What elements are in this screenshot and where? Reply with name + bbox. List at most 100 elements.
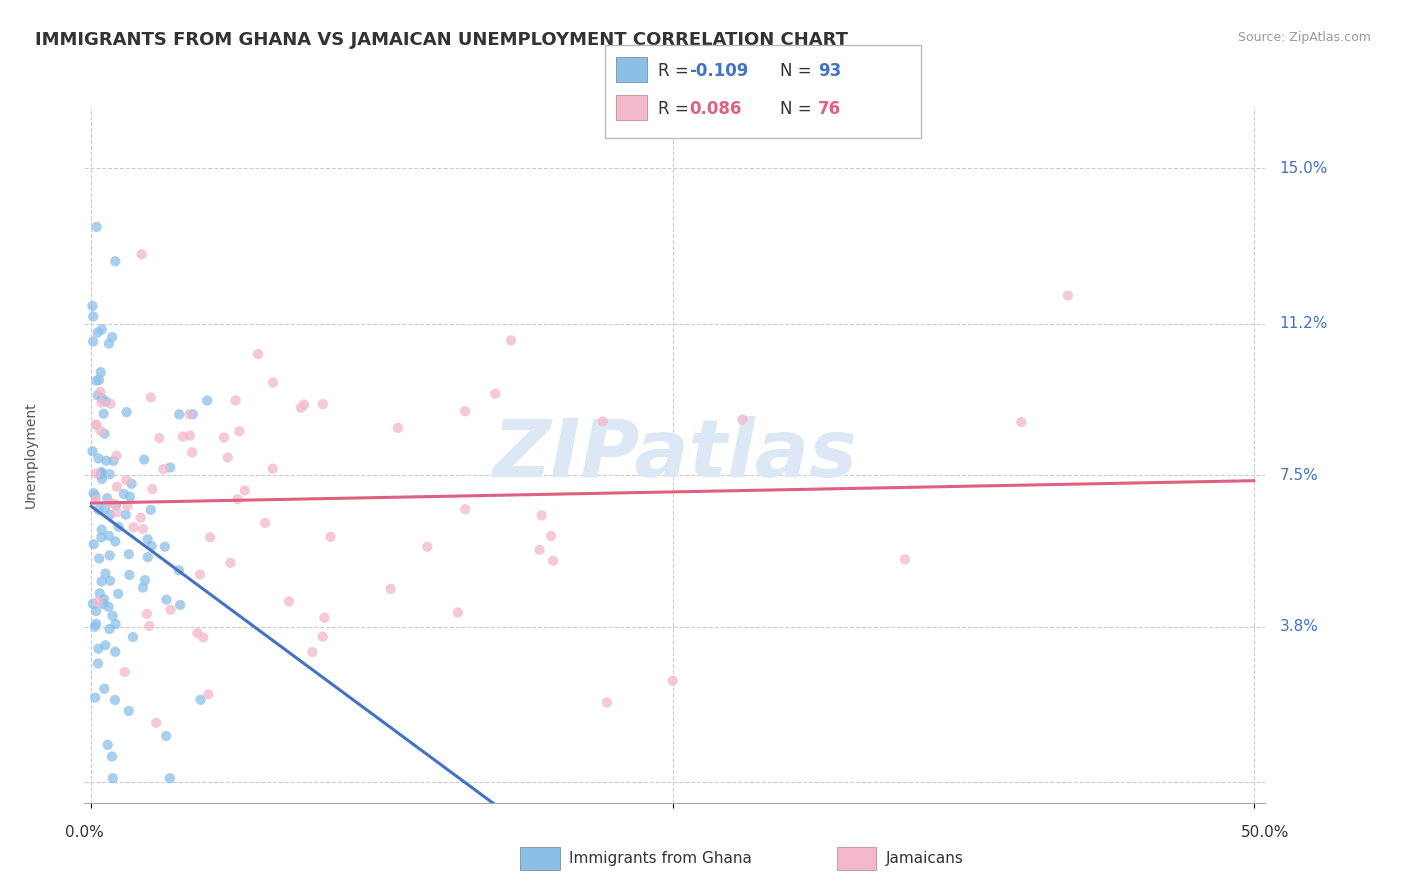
Point xyxy=(103,497,125,511)
Point xyxy=(98,496,121,510)
Point xyxy=(118,567,141,582)
Point xyxy=(86,374,108,388)
Point xyxy=(94,394,117,409)
Point xyxy=(104,645,127,659)
Point xyxy=(94,501,117,516)
Point xyxy=(98,549,121,563)
Point xyxy=(98,508,121,522)
Point xyxy=(83,537,105,551)
Point xyxy=(278,594,301,608)
Point xyxy=(387,421,409,435)
Point xyxy=(89,586,111,600)
Point xyxy=(136,607,159,621)
Text: 93: 93 xyxy=(818,62,842,80)
Point xyxy=(86,219,108,234)
Point xyxy=(84,467,107,481)
Point xyxy=(139,503,162,517)
Point xyxy=(103,454,125,468)
Point xyxy=(87,641,110,656)
Point xyxy=(136,550,159,565)
Point xyxy=(228,424,250,438)
Point xyxy=(454,404,477,418)
Point xyxy=(152,462,174,476)
Point xyxy=(90,322,112,336)
Point xyxy=(155,729,177,743)
Point xyxy=(155,592,177,607)
Point xyxy=(84,489,107,503)
Text: 15.0%: 15.0% xyxy=(1279,161,1327,176)
Point xyxy=(104,693,127,707)
Point xyxy=(82,597,104,611)
Point xyxy=(97,336,120,351)
Point xyxy=(530,508,553,523)
Point xyxy=(253,516,276,530)
Point xyxy=(84,616,107,631)
Point xyxy=(101,771,124,785)
Point xyxy=(499,334,522,348)
Text: 76: 76 xyxy=(818,100,841,118)
Point xyxy=(225,393,247,408)
Point xyxy=(90,465,112,479)
Point xyxy=(82,444,104,458)
Point xyxy=(82,299,104,313)
Text: 0.086: 0.086 xyxy=(689,100,741,118)
Point xyxy=(416,540,439,554)
Point xyxy=(104,534,127,549)
Point xyxy=(100,397,122,411)
Point xyxy=(89,551,111,566)
Point xyxy=(98,467,121,482)
Point xyxy=(93,426,115,441)
Point xyxy=(105,505,128,519)
Point xyxy=(84,620,107,634)
Point xyxy=(118,547,141,561)
Point xyxy=(159,771,181,785)
Point xyxy=(312,397,335,411)
Point xyxy=(90,574,112,589)
Point xyxy=(94,638,117,652)
Point xyxy=(118,704,141,718)
Text: 50.0%: 50.0% xyxy=(1241,825,1289,840)
Point xyxy=(84,492,107,507)
Point xyxy=(90,467,112,482)
Point xyxy=(96,453,118,467)
Point xyxy=(84,417,107,432)
Point xyxy=(134,573,156,587)
Point xyxy=(94,566,117,581)
Point xyxy=(86,326,108,340)
Point xyxy=(141,482,163,496)
Point xyxy=(1010,415,1032,429)
Text: 0.0%: 0.0% xyxy=(65,825,104,840)
Point xyxy=(145,715,167,730)
Point xyxy=(134,452,156,467)
Text: ZIPatlas: ZIPatlas xyxy=(492,416,858,494)
Point xyxy=(159,602,181,616)
Point xyxy=(89,384,111,399)
Text: R =: R = xyxy=(658,62,695,80)
Point xyxy=(117,499,139,513)
Point xyxy=(447,606,470,620)
Point xyxy=(894,552,917,566)
Point xyxy=(292,397,315,411)
Point xyxy=(596,696,619,710)
Point xyxy=(121,476,143,491)
Point xyxy=(96,491,118,505)
Text: Immigrants from Ghana: Immigrants from Ghana xyxy=(569,851,752,865)
Point xyxy=(87,595,110,609)
Point xyxy=(107,520,129,534)
Point xyxy=(101,608,124,623)
Point xyxy=(290,401,312,415)
Point xyxy=(90,472,112,486)
Point xyxy=(139,391,162,405)
Text: Unemployment: Unemployment xyxy=(24,401,38,508)
Text: R =: R = xyxy=(658,100,695,118)
Point xyxy=(112,487,135,501)
Point xyxy=(301,645,323,659)
Point xyxy=(193,631,215,645)
Point xyxy=(105,498,128,512)
Point xyxy=(311,630,333,644)
Point xyxy=(87,388,110,402)
Point xyxy=(661,673,683,688)
Point xyxy=(132,522,155,536)
Point xyxy=(98,574,121,588)
Text: 7.5%: 7.5% xyxy=(1279,468,1319,483)
